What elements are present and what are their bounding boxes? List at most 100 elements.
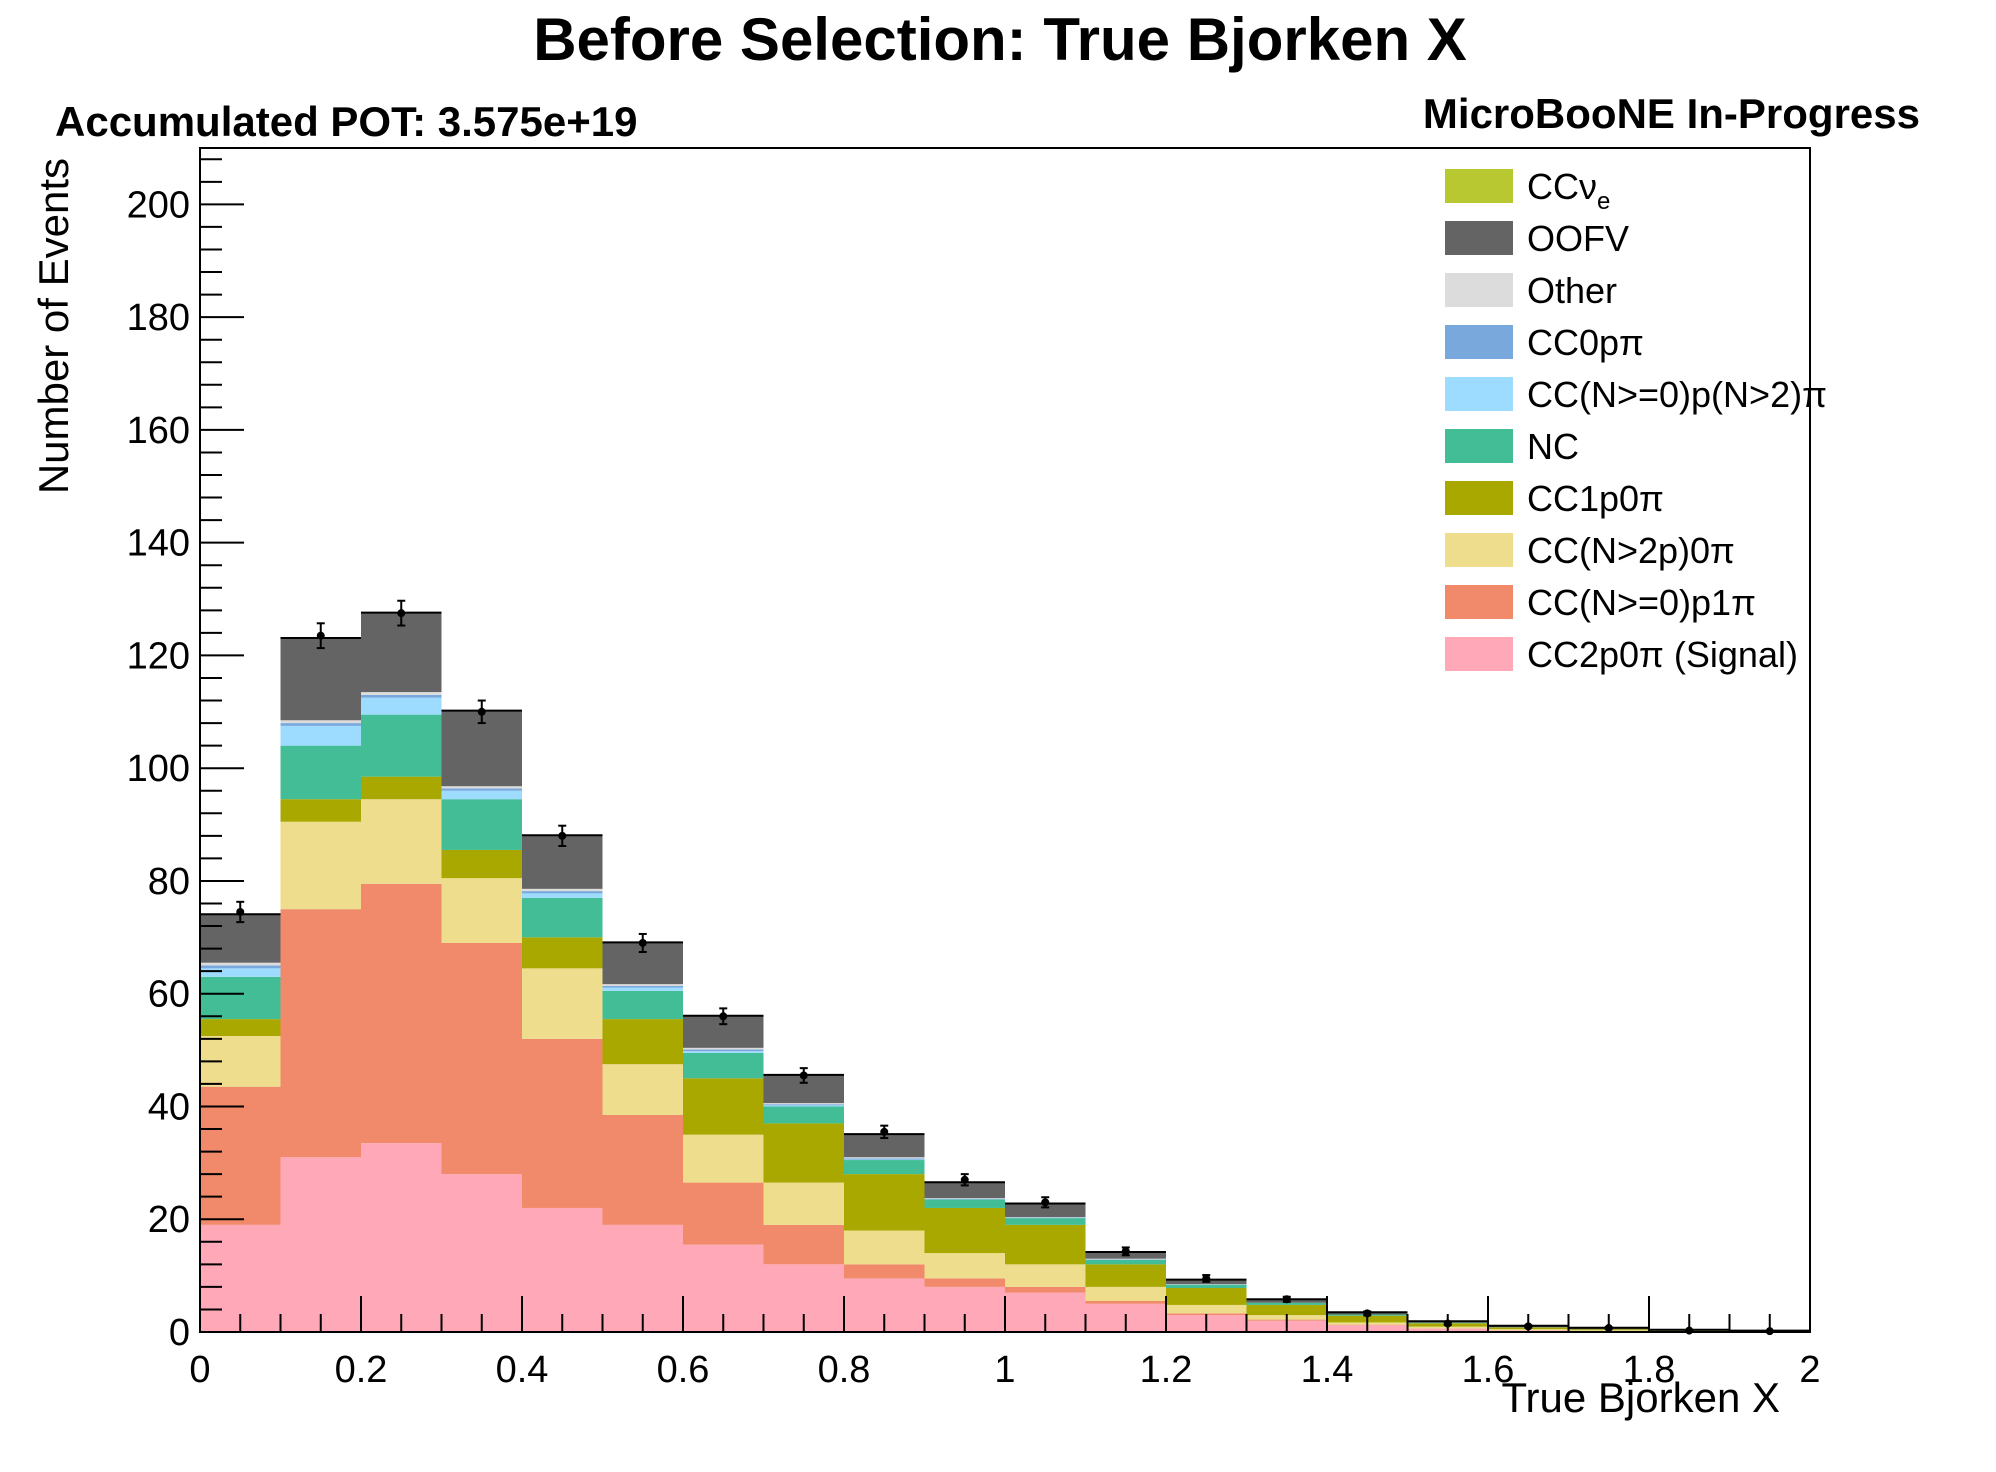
data-point-3: [477, 699, 486, 725]
bar-series-0-bin-2: [361, 1143, 442, 1332]
bar-series-4-bin-5: [602, 990, 683, 1020]
y-tick-label-7: 140: [127, 523, 190, 565]
bar-series-4-bin-10: [1005, 1218, 1086, 1225]
bar-series-3-bin-11: [1085, 1264, 1166, 1287]
x-axis-label: True Bjorken X: [1501, 1374, 1780, 1421]
data-marker-5: [638, 938, 647, 947]
x-tick-label-2: 0.4: [496, 1349, 549, 1391]
bar-series-3-bin-12: [1166, 1288, 1247, 1305]
bar-series-4-bin-12: [1166, 1284, 1247, 1289]
bar-series-5-bin-2: [361, 697, 442, 715]
bar-series-4-bin-8: [844, 1160, 925, 1175]
bar-series-8-bin-1: [280, 638, 361, 721]
bar-series-3-bin-13: [1246, 1304, 1327, 1316]
y-tick-label-1: 20: [148, 1199, 190, 1241]
series-8: [200, 613, 1810, 1332]
bar-series-1-bin-9: [924, 1278, 1005, 1287]
data-point-7: [799, 1067, 808, 1084]
data-marker-12: [1202, 1274, 1211, 1283]
data-marker-13: [1282, 1295, 1291, 1304]
legend-label-9: CC2p0π (Signal): [1527, 634, 1798, 675]
bar-series-4-bin-0: [200, 976, 281, 1020]
bar-series-8-bin-10: [1005, 1204, 1086, 1217]
y-tick-label-4: 80: [148, 861, 190, 903]
bar-series-2-bin-7: [763, 1182, 844, 1225]
legend-swatch-8: [1445, 585, 1513, 619]
data-point-0: [236, 900, 245, 924]
legend-label-8: CC(N>=0)p1π: [1527, 582, 1756, 623]
bar-series-6-bin-1: [280, 723, 361, 726]
bar-series-2-bin-10: [1005, 1264, 1086, 1287]
x-tick-label-6: 1.2: [1140, 1349, 1193, 1391]
bar-series-4-bin-4: [522, 897, 603, 938]
legend-swatch-5: [1445, 429, 1513, 463]
bar-series-2-bin-6: [683, 1134, 764, 1183]
bar-series-5-bin-4: [522, 893, 603, 898]
bar-series-6-bin-8: [844, 1158, 925, 1160]
series-1: [200, 883, 1488, 1329]
data-point-8: [880, 1124, 889, 1140]
bar-series-6-bin-7: [763, 1104, 844, 1106]
legend-swatch-6: [1445, 481, 1513, 515]
legend-label-3: CC0pπ: [1527, 322, 1644, 363]
legend-label-subscript-0: e: [1597, 188, 1610, 215]
bar-series-4-bin-13: [1246, 1302, 1327, 1305]
legend-swatch-4: [1445, 377, 1513, 411]
legend-item-0: CCνe: [1445, 166, 1610, 215]
legend-label-2: Other: [1527, 270, 1617, 311]
bar-series-1-bin-5: [602, 1114, 683, 1225]
bar-series-7-bin-9: [924, 1198, 1005, 1199]
legend-label-7: CC(N>2p)0π: [1527, 530, 1735, 571]
bar-series-6-bin-5: [602, 985, 683, 988]
bar-series-2-bin-9: [924, 1253, 1005, 1279]
chart-title: Before Selection: True Bjorken X: [533, 6, 1467, 73]
x-tick-label-10: 2: [1799, 1349, 1820, 1391]
bar-series-6-bin-11: [1085, 1259, 1166, 1260]
data-point-5: [638, 932, 647, 953]
data-marker-7: [799, 1071, 808, 1080]
data-marker-10: [1041, 1198, 1050, 1207]
bar-series-1-bin-0: [200, 1086, 281, 1225]
legend-swatch-3: [1445, 325, 1513, 359]
bar-series-2-bin-3: [441, 878, 522, 943]
data-point-12: [1202, 1274, 1211, 1283]
bar-series-7-bin-3: [441, 786, 522, 789]
legend-item-3: CC0pπ: [1445, 322, 1644, 363]
bar-series-2-bin-5: [602, 1064, 683, 1115]
bar-series-3-bin-6: [683, 1078, 764, 1135]
legend-item-1: OOFV: [1445, 218, 1629, 259]
bar-series-3-bin-4: [522, 937, 603, 969]
bar-series-7-bin-5: [602, 984, 683, 986]
bar-series-2-bin-11: [1085, 1286, 1166, 1301]
bar-series-7-bin-2: [361, 692, 442, 695]
legend-label-0: CCνe: [1527, 166, 1610, 215]
x-tick-label-9: 1.8: [1623, 1349, 1676, 1391]
bar-series-6-bin-0: [200, 965, 281, 969]
data-point-1: [316, 622, 325, 650]
y-tick-label-10: 200: [127, 184, 190, 226]
bar-series-3-bin-1: [280, 799, 361, 822]
data-marker-1: [316, 631, 325, 640]
bar-series-5-bin-5: [602, 987, 683, 991]
bar-series-4-bin-1: [280, 745, 361, 800]
series-5: [200, 697, 1005, 1200]
bar-series-3-bin-0: [200, 1019, 281, 1036]
legend-swatch-2: [1445, 273, 1513, 307]
bar-series-6-bin-10: [1005, 1217, 1086, 1219]
legend-swatch-1: [1445, 221, 1513, 255]
bar-series-8-bin-8: [844, 1134, 925, 1158]
bar-series-7-bin-7: [763, 1103, 844, 1105]
x-tick-label-4: 0.8: [818, 1349, 871, 1391]
y-axis-label: Number of Events: [30, 158, 77, 494]
y-tick-label-9: 180: [127, 297, 190, 339]
legend-swatch-9: [1445, 637, 1513, 671]
data-marker-11: [1121, 1247, 1130, 1256]
data-marker-3: [477, 707, 486, 716]
x-tick-label-3: 0.6: [657, 1349, 710, 1391]
bar-series-4-bin-9: [924, 1199, 1005, 1208]
data-point-11: [1121, 1246, 1130, 1257]
data-point-9: [960, 1173, 969, 1187]
bar-series-1-bin-4: [522, 1038, 603, 1208]
bar-series-8-bin-9: [924, 1182, 1005, 1199]
